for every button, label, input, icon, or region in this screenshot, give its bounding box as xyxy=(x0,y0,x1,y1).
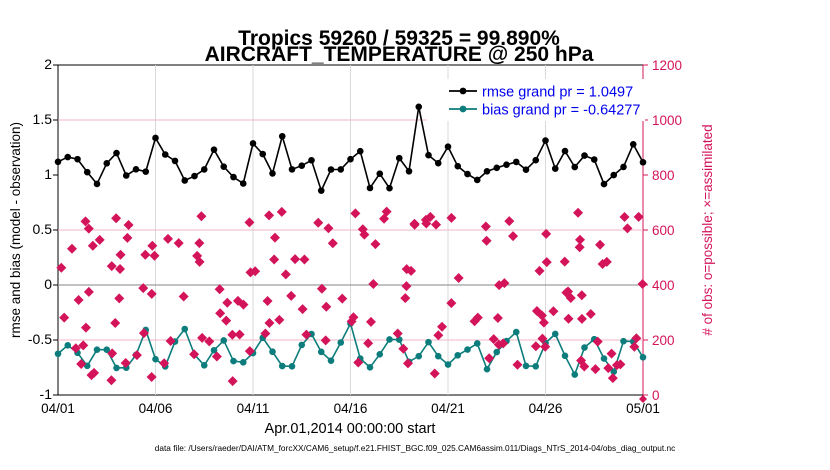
svg-text:# of obs: o=possible; ×=assimi: # of obs: o=possible; ×=assimilated xyxy=(700,124,715,335)
svg-text:AIRCRAFT_TEMPERATURE @ 250 hPa: AIRCRAFT_TEMPERATURE @ 250 hPa xyxy=(205,43,594,66)
svg-text:0: 0 xyxy=(652,388,660,403)
svg-text:200: 200 xyxy=(652,333,675,348)
svg-text:04/11: 04/11 xyxy=(237,401,270,416)
svg-text:rmse and bias (model - observa: rmse and bias (model - observation) xyxy=(8,122,23,338)
svg-text:0.5: 0.5 xyxy=(33,221,53,237)
svg-text:Apr.01,2014 00:00:00 start: Apr.01,2014 00:00:00 start xyxy=(265,421,436,437)
svg-text:04/21: 04/21 xyxy=(431,401,465,416)
svg-text:04/06: 04/06 xyxy=(139,401,173,416)
svg-text:bias grand pr = -0.64277: bias grand pr = -0.64277 xyxy=(482,103,640,119)
svg-text:600: 600 xyxy=(652,223,675,238)
svg-text:0: 0 xyxy=(44,276,52,292)
svg-text:04/16: 04/16 xyxy=(334,401,368,416)
svg-text:1: 1 xyxy=(44,166,52,182)
svg-text:800: 800 xyxy=(652,168,675,183)
svg-text:04/01: 04/01 xyxy=(41,401,75,416)
svg-text:1200: 1200 xyxy=(652,58,682,73)
svg-text:2: 2 xyxy=(44,56,52,72)
svg-text:1000: 1000 xyxy=(652,113,682,128)
svg-text:rmse grand pr = 1.0497: rmse grand pr = 1.0497 xyxy=(482,85,633,101)
svg-text:data file: /Users/raeder/DAI/A: data file: /Users/raeder/DAI/ATM_forcXX/… xyxy=(155,443,676,453)
svg-text:-0.5: -0.5 xyxy=(28,331,52,347)
svg-text:-1: -1 xyxy=(40,386,53,402)
svg-text:400: 400 xyxy=(652,278,675,293)
svg-text:04/26: 04/26 xyxy=(529,401,563,416)
svg-text:05/01: 05/01 xyxy=(626,401,660,416)
svg-text:1.5: 1.5 xyxy=(33,111,53,127)
